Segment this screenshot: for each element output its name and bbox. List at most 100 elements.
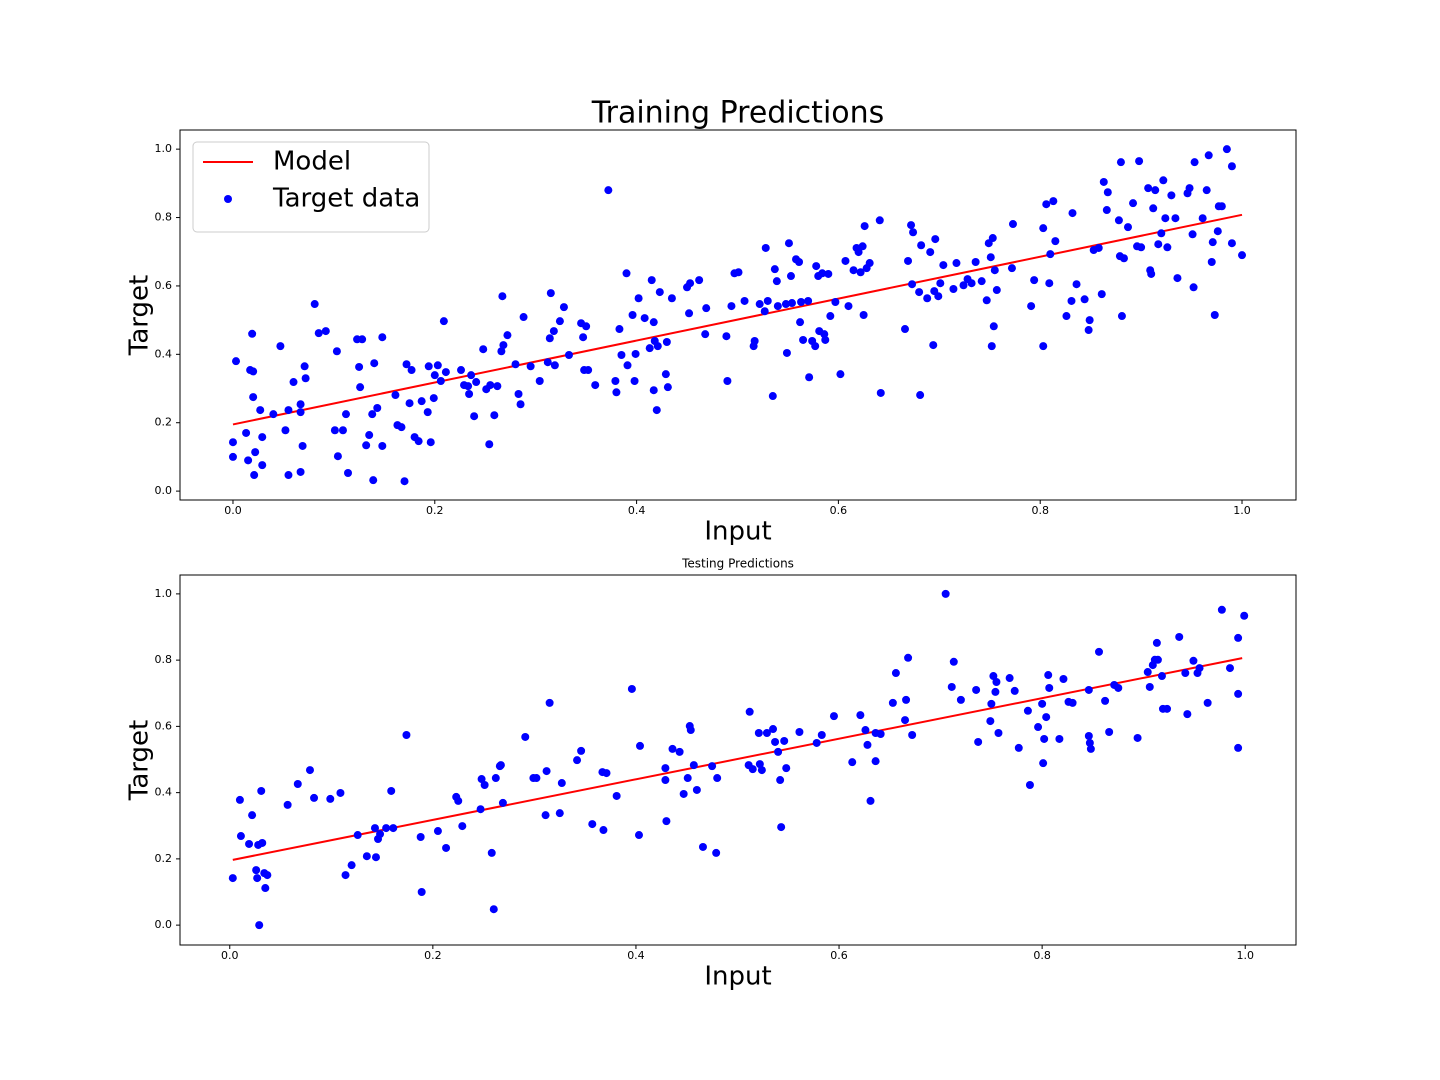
data-point — [1207, 257, 1216, 266]
data-point — [1084, 731, 1093, 740]
data-point — [557, 779, 566, 788]
data-point — [761, 243, 770, 252]
data-point — [1227, 162, 1236, 171]
data-point — [521, 732, 530, 741]
data-point — [1023, 706, 1032, 715]
data-point — [908, 280, 917, 289]
data-point — [675, 747, 684, 756]
data-point — [467, 371, 476, 380]
data-point — [545, 334, 554, 343]
data-point — [915, 288, 924, 297]
data-point — [826, 312, 835, 321]
data-point — [341, 871, 350, 880]
data-point — [829, 712, 838, 721]
data-point — [900, 325, 909, 334]
y-tick-label: 0.4 — [155, 347, 173, 360]
data-point — [526, 362, 535, 371]
data-point — [817, 730, 826, 739]
data-point — [989, 672, 998, 681]
data-point — [305, 766, 314, 775]
data-point — [904, 256, 913, 265]
data-point — [1039, 342, 1048, 351]
data-point — [232, 357, 241, 366]
data-point — [1129, 199, 1138, 208]
data-point — [917, 241, 926, 250]
data-point — [774, 747, 783, 756]
data-point — [1189, 656, 1198, 665]
data-point — [464, 382, 473, 391]
data-point — [407, 366, 416, 375]
data-point — [493, 382, 502, 391]
subplot: Training Predictions 0.0 0.2 0.4 0.6 0.8 1.0 0.… — [125, 96, 1297, 547]
data-point — [356, 383, 365, 392]
data-point — [1049, 197, 1058, 206]
data-point — [652, 406, 661, 415]
model-line — [232, 657, 1243, 861]
data-point — [1163, 243, 1172, 252]
data-point — [489, 905, 498, 914]
data-point — [1159, 176, 1168, 185]
data-point — [1185, 184, 1194, 193]
data-point — [1183, 710, 1192, 719]
data-point — [708, 762, 717, 771]
data-point — [784, 239, 793, 248]
data-point — [1038, 699, 1047, 708]
y-tick-label: 1.0 — [155, 142, 173, 155]
x-tick-label: 1.0 — [1233, 504, 1251, 517]
data-point — [550, 361, 559, 370]
data-point — [1034, 723, 1043, 732]
data-point — [655, 288, 664, 297]
data-point — [989, 322, 998, 331]
data-point — [949, 657, 958, 666]
plot-frame — [179, 574, 1297, 946]
data-point — [429, 394, 438, 403]
x-tick-label: 0.2 — [426, 504, 444, 517]
data-point — [1039, 759, 1048, 768]
data-point — [486, 381, 495, 390]
data-point — [630, 376, 639, 385]
data-point — [875, 216, 884, 225]
data-point — [479, 345, 488, 354]
data-point — [804, 296, 813, 305]
data-point — [490, 411, 499, 420]
data-point — [902, 695, 911, 704]
data-point — [941, 589, 950, 598]
data-point — [926, 248, 935, 257]
data-point — [612, 388, 621, 397]
data-point — [426, 438, 435, 447]
data-point — [773, 302, 782, 311]
data-point — [934, 292, 943, 301]
data-point — [1213, 227, 1222, 236]
data-point — [860, 222, 869, 231]
data-point — [615, 325, 624, 334]
data-point — [844, 302, 853, 311]
data-point — [470, 412, 479, 421]
data-point — [649, 318, 658, 327]
data-point — [1059, 675, 1068, 684]
data-point — [796, 318, 805, 327]
data-point — [378, 333, 387, 342]
data-point — [631, 349, 640, 358]
data-point — [248, 329, 257, 338]
data-point — [423, 408, 432, 417]
data-point — [249, 367, 258, 376]
data-point — [841, 256, 850, 265]
data-point — [1102, 206, 1111, 215]
x-tick-label: 1.0 — [1236, 949, 1254, 962]
data-point — [824, 269, 833, 278]
data-point — [661, 764, 670, 773]
data-point — [701, 330, 710, 339]
data-point — [424, 362, 433, 371]
data-point — [559, 303, 568, 312]
data-point — [514, 389, 523, 398]
data-point — [341, 410, 350, 419]
data-point — [990, 266, 999, 275]
data-point — [602, 769, 611, 778]
data-point — [702, 304, 711, 313]
data-point — [250, 471, 259, 480]
x-tick-label: 0.6 — [830, 949, 848, 962]
data-point — [1119, 254, 1128, 263]
data-point — [1085, 316, 1094, 325]
data-point — [433, 361, 442, 370]
